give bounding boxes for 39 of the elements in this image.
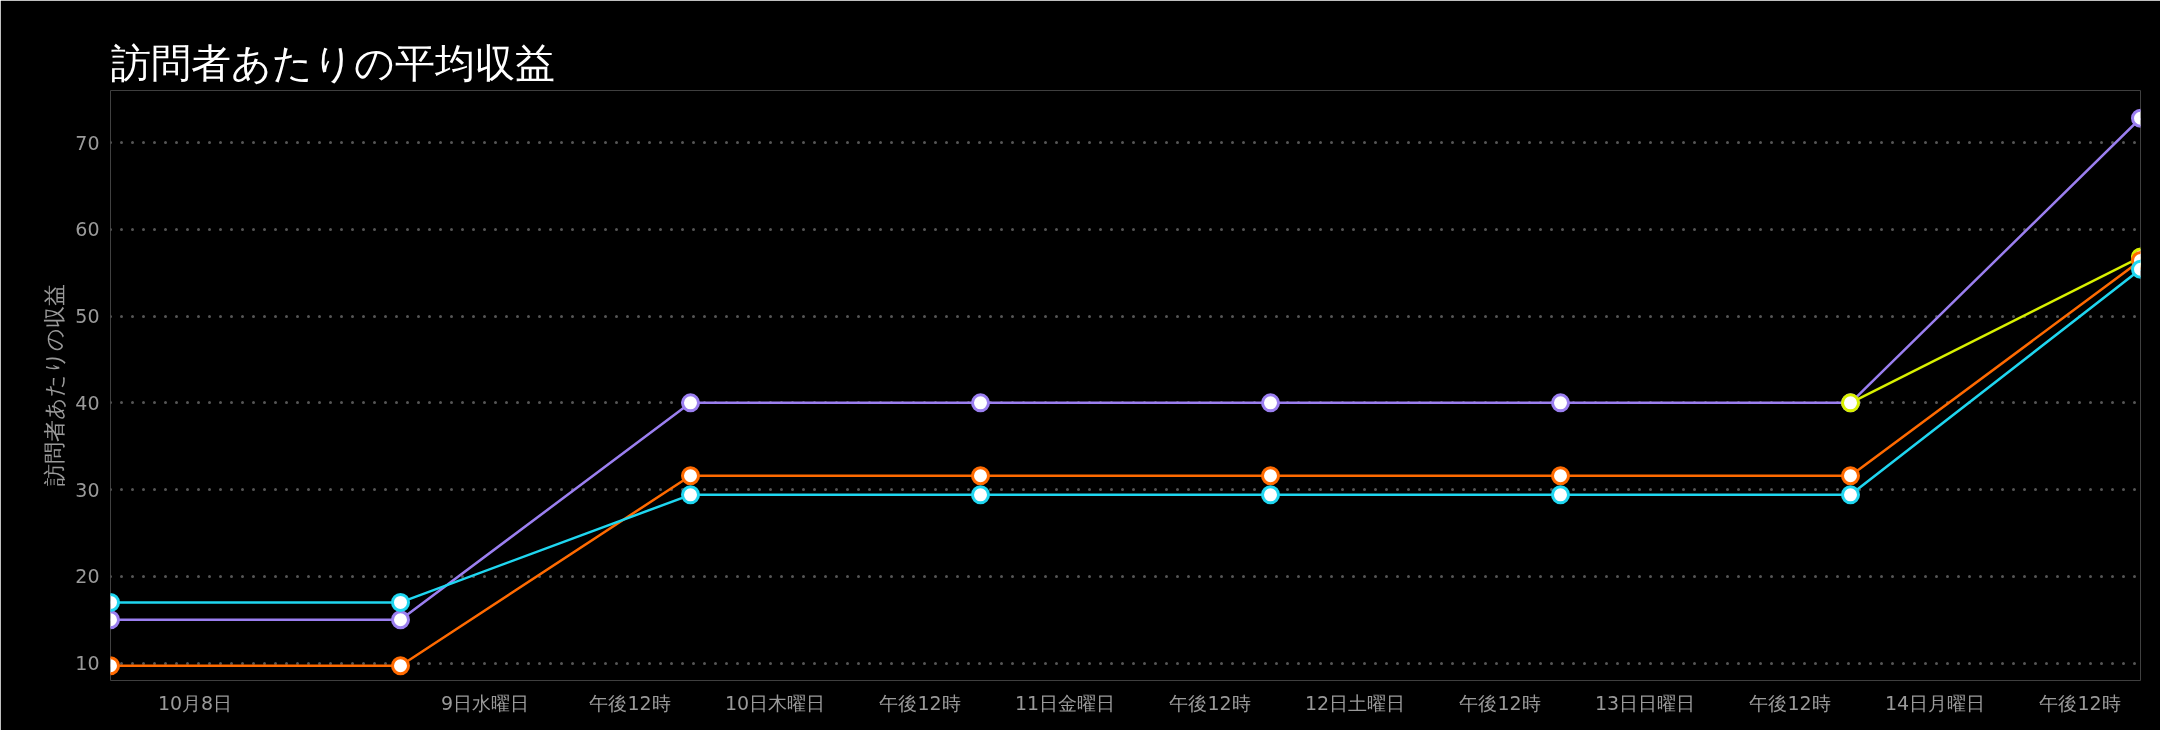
y-tick-label: 70 [75, 131, 100, 154]
y-tick-label: 50 [75, 305, 100, 328]
x-tick-label: 午後12時 [589, 691, 671, 714]
x-tick-label: 11日金曜日 [1014, 691, 1116, 714]
point [971, 393, 990, 413]
x-tick-label: 午後12時 [2039, 691, 2121, 714]
point [1261, 393, 1280, 413]
x-tick-label: 9日水曜日 [441, 691, 530, 714]
y-axis-title: 訪問者あたりの収益 [42, 284, 68, 487]
point [1841, 466, 1860, 486]
point [1551, 485, 1570, 505]
y-tick-label: 60 [75, 218, 100, 241]
point [971, 485, 990, 505]
x-tick-label: 午後12時 [879, 691, 961, 714]
point [681, 393, 700, 413]
point [1261, 466, 1280, 486]
point [1551, 393, 1570, 413]
point [1551, 466, 1570, 486]
x-tick-label: 午後12時 [1749, 691, 1831, 714]
x-tick-label: 12日土曜日 [1304, 691, 1406, 714]
y-tick-label: 40 [75, 391, 100, 414]
x-tick-label: 午後12時 [1169, 691, 1251, 714]
x-tick-label: 10月8日 [157, 691, 233, 714]
chart-title: 訪問者あたりの平均収益 [110, 39, 555, 86]
x-tick-label: 13日日曜日 [1594, 691, 1696, 714]
point [391, 610, 410, 630]
y-tick-label: 30 [75, 478, 100, 501]
point [391, 656, 410, 676]
y-tick-label: 10 [75, 652, 100, 675]
point [681, 466, 700, 486]
y-tick-label: 20 [75, 565, 100, 588]
x-tick-label: 10日木曜日 [724, 691, 826, 714]
x-tick-label: 14日月曜日 [1884, 691, 1986, 714]
point [681, 485, 700, 505]
point [971, 466, 990, 486]
point [1261, 485, 1280, 505]
point [391, 592, 410, 612]
point [1841, 485, 1860, 505]
x-tick-label: 午後12時 [1459, 691, 1541, 714]
